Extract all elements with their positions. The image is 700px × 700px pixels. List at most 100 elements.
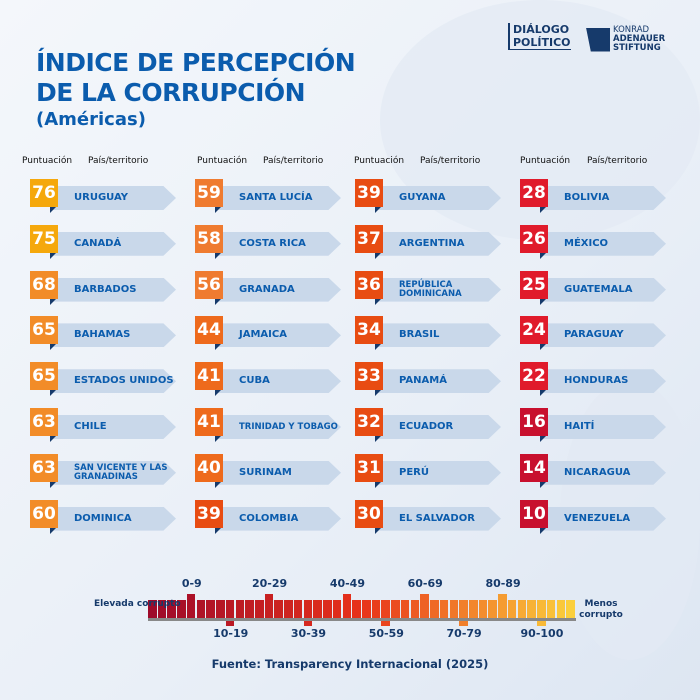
country-name: PERÚ — [399, 466, 429, 478]
score-badge: 22 — [520, 362, 548, 391]
country-name: ESTADOS UNIDOS — [74, 375, 174, 387]
country-banner — [50, 506, 176, 531]
country-card: 32 ECUADOR — [355, 408, 505, 442]
banner-fold — [50, 527, 56, 534]
country-banner — [540, 231, 666, 256]
scale-segment — [449, 600, 459, 618]
scale-segment — [352, 600, 361, 618]
scale-segment — [245, 600, 254, 618]
scale-range-label: 30-39 — [290, 627, 327, 640]
country-banner — [375, 231, 501, 256]
country-card: 76 URUGUAY — [30, 179, 180, 213]
banner-fold — [215, 436, 221, 442]
scale-segment — [225, 600, 235, 626]
score-badge: 34 — [355, 316, 383, 345]
country-card: 65 ESTADOS UNIDOS — [30, 362, 180, 397]
country-banner — [540, 369, 666, 394]
country-name: ECUADOR — [399, 421, 454, 432]
scale-segment — [313, 600, 322, 618]
country-name: SANTA LUCÍA — [239, 192, 313, 203]
scale-segment — [323, 600, 332, 618]
banner-fold — [215, 344, 221, 351]
score-badge: 30 — [355, 499, 383, 528]
score-badge: 58 — [195, 224, 223, 253]
score-badge: 59 — [195, 179, 223, 207]
country-card: 10 VENEZUELA — [520, 499, 670, 534]
page-title: ÍNDICE DE PERCEPCIÓN DE LA CORRUPCIÓN — [36, 48, 356, 107]
country-card: 44 JAMAICA — [195, 316, 345, 351]
banner-fold — [375, 481, 381, 488]
banner-fold — [375, 527, 381, 534]
score-badge: 65 — [30, 362, 58, 391]
country-name: VENEZUELA — [564, 512, 631, 524]
country-banner — [540, 323, 666, 348]
scale-segment — [264, 594, 274, 618]
score-badge: 28 — [520, 179, 548, 207]
scale-segment — [537, 600, 546, 626]
scale-segment — [391, 600, 400, 618]
kas-logo: KONRAD ADENAUER STIFTUNG — [586, 26, 665, 53]
country-card: 22 HONDURAS — [520, 362, 670, 397]
banner-fold — [375, 298, 381, 305]
country-banner — [50, 323, 176, 348]
country-name: CHILE — [74, 421, 107, 432]
scale-segment — [186, 594, 196, 618]
country-banner — [215, 415, 341, 439]
country-banner — [540, 460, 666, 485]
country-banner — [375, 186, 501, 210]
country-name: GUATEMALA — [564, 283, 633, 295]
header-score: Puntuación — [22, 156, 73, 166]
country-card: 39 COLOMBIA — [195, 499, 345, 534]
country-banner — [50, 186, 176, 210]
country-card: 31 PERÚ — [355, 453, 505, 488]
banner-fold — [540, 527, 546, 534]
country-banner — [215, 460, 341, 485]
country-name: BRASIL — [399, 329, 440, 341]
banner-fold — [375, 390, 381, 397]
country-name: CUBA — [239, 375, 270, 387]
country-name: BAHAMAS — [74, 329, 131, 341]
country-banner — [375, 415, 501, 439]
country-banner — [50, 231, 176, 256]
country-card: 40 SURINAM — [195, 453, 345, 488]
scale-range-label: 50-59 — [368, 627, 404, 640]
country-card: 33 PANAMÁ — [355, 362, 505, 397]
country-name: SAN VICENTE Y LAS GRANADINAS — [74, 462, 168, 482]
country-banner — [215, 277, 341, 302]
score-badge: 36 — [355, 270, 383, 299]
scale-segment — [566, 600, 575, 618]
scale-baseline — [148, 618, 576, 621]
score-badge: 63 — [30, 453, 58, 482]
scale-segment — [400, 600, 410, 618]
scale-segment — [469, 600, 478, 618]
banner-fold — [215, 207, 221, 213]
banner-fold — [540, 390, 546, 397]
country-name: SURINAM — [239, 466, 292, 478]
country-name: BOLIVIA — [564, 192, 610, 203]
banner-fold — [215, 298, 221, 305]
country-card: 37 ARGENTINA — [355, 224, 505, 259]
scale-segment — [556, 600, 566, 618]
scale-range-label: 0-9 — [181, 577, 202, 590]
banner-fold — [540, 436, 546, 442]
scale-range-label: 90-100 — [520, 627, 564, 640]
country-banner — [540, 277, 666, 302]
scale-left-label: Elevada corrupto — [94, 599, 181, 609]
scale-segment — [167, 600, 176, 618]
source-note: Fuente: Transparency Internacional (2025… — [211, 657, 489, 671]
country-card: 36 REPÚBLICA DOMINICANA — [355, 270, 505, 305]
scale-segment — [439, 600, 449, 618]
country-name: BARBADOS — [74, 283, 137, 295]
scale-segment — [410, 600, 420, 618]
country-name: COLOMBIA — [239, 512, 299, 524]
score-scale — [148, 592, 576, 632]
banner-fold — [215, 481, 221, 488]
header-country: País/territorio — [587, 156, 648, 166]
country-banner — [375, 506, 501, 531]
score-badge: 39 — [355, 179, 383, 207]
scale-segment — [478, 600, 488, 618]
country-card: 16 HAITÍ — [520, 408, 670, 442]
country-name: EL SALVADOR — [399, 512, 475, 524]
country-card: 25 GUATEMALA — [520, 270, 670, 305]
page-subtitle: (Américas) — [36, 109, 146, 130]
